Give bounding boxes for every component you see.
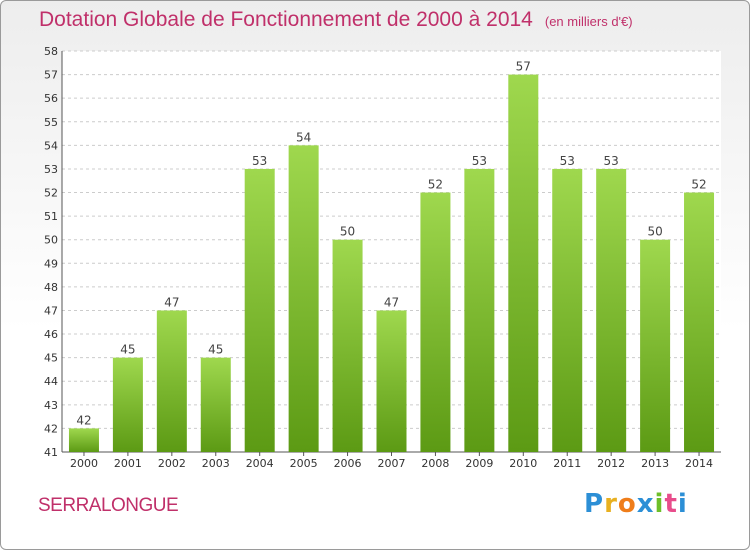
chart-title-block: Dotation Globale de Fonctionnement de 20… [39, 8, 633, 32]
chart-title: Dotation Globale de Fonctionnement de 20… [39, 8, 533, 31]
y-tick-label: 56 [44, 92, 58, 105]
bar [552, 168, 583, 453]
y-tick-label: 46 [44, 328, 58, 341]
y-tick-label: 41 [44, 446, 58, 459]
data-label: 52 [428, 178, 443, 192]
data-label: 53 [560, 154, 575, 168]
y-tick-label: 53 [44, 163, 58, 176]
y-tick-label: 55 [44, 116, 58, 129]
x-tick-label: 2006 [334, 457, 362, 470]
logo-letter: i [677, 489, 688, 519]
x-tick-label: 2008 [421, 457, 449, 470]
y-tick-label: 45 [44, 352, 58, 365]
proxiti-logo: Proxiti [584, 489, 688, 519]
data-label: 50 [647, 225, 662, 239]
x-tick-label: 2010 [509, 457, 537, 470]
x-tick-label: 2002 [158, 457, 186, 470]
data-label: 45 [208, 343, 223, 357]
bar [244, 168, 275, 453]
logo-letter: t [664, 489, 678, 519]
bar [332, 239, 363, 452]
bar [200, 357, 231, 452]
data-label: 57 [516, 60, 531, 74]
bar [112, 357, 143, 452]
y-tick-label: 48 [44, 281, 58, 294]
bar [420, 192, 451, 452]
y-tick-label: 58 [44, 45, 58, 58]
logo-letter: x [636, 489, 655, 519]
x-tick-label: 2004 [246, 457, 274, 470]
logo-letter: i [654, 489, 665, 519]
y-tick-label: 54 [44, 139, 58, 152]
x-tick-label: 2011 [553, 457, 581, 470]
x-tick-label: 2014 [685, 457, 713, 470]
y-tick-label: 57 [44, 69, 58, 82]
x-tick-label: 2007 [378, 457, 406, 470]
x-tick-label: 2005 [290, 457, 318, 470]
data-label: 50 [340, 225, 355, 239]
bar [640, 239, 671, 452]
bar [596, 168, 627, 453]
y-tick-label: 47 [44, 304, 58, 317]
x-tick-label: 2012 [597, 457, 625, 470]
x-tick-label: 2001 [114, 457, 142, 470]
bar [684, 192, 715, 452]
bar [68, 428, 99, 452]
y-tick-label: 50 [44, 234, 58, 247]
data-label: 52 [691, 178, 706, 192]
logo-letter: o [617, 489, 637, 519]
commune-name: SERRALONGUE [38, 495, 179, 516]
data-label: 53 [604, 154, 619, 168]
y-tick-label: 43 [44, 399, 58, 412]
bar [376, 310, 407, 452]
y-tick-label: 52 [44, 187, 58, 200]
chart-subtitle: (en milliers d'€) [544, 14, 633, 29]
bar [508, 74, 539, 453]
data-label: 45 [120, 343, 135, 357]
logo-letter: P [584, 489, 605, 519]
y-tick-label: 44 [44, 375, 58, 388]
y-tick-label: 42 [44, 422, 58, 435]
y-tick-label: 51 [44, 210, 58, 223]
x-tick-label: 2003 [202, 457, 230, 470]
data-label: 47 [164, 295, 179, 309]
data-label: 54 [296, 130, 311, 144]
bar [288, 145, 319, 452]
data-label: 42 [76, 413, 91, 427]
data-label: 53 [472, 154, 487, 168]
x-tick-label: 2009 [465, 457, 493, 470]
data-label: 53 [252, 154, 267, 168]
y-tick-label: 49 [44, 257, 58, 270]
x-tick-label: 2000 [70, 457, 98, 470]
data-label: 47 [384, 295, 399, 309]
logo-letter: r [604, 489, 618, 519]
bar [464, 168, 495, 453]
bar [156, 310, 187, 452]
x-tick-label: 2013 [641, 457, 669, 470]
